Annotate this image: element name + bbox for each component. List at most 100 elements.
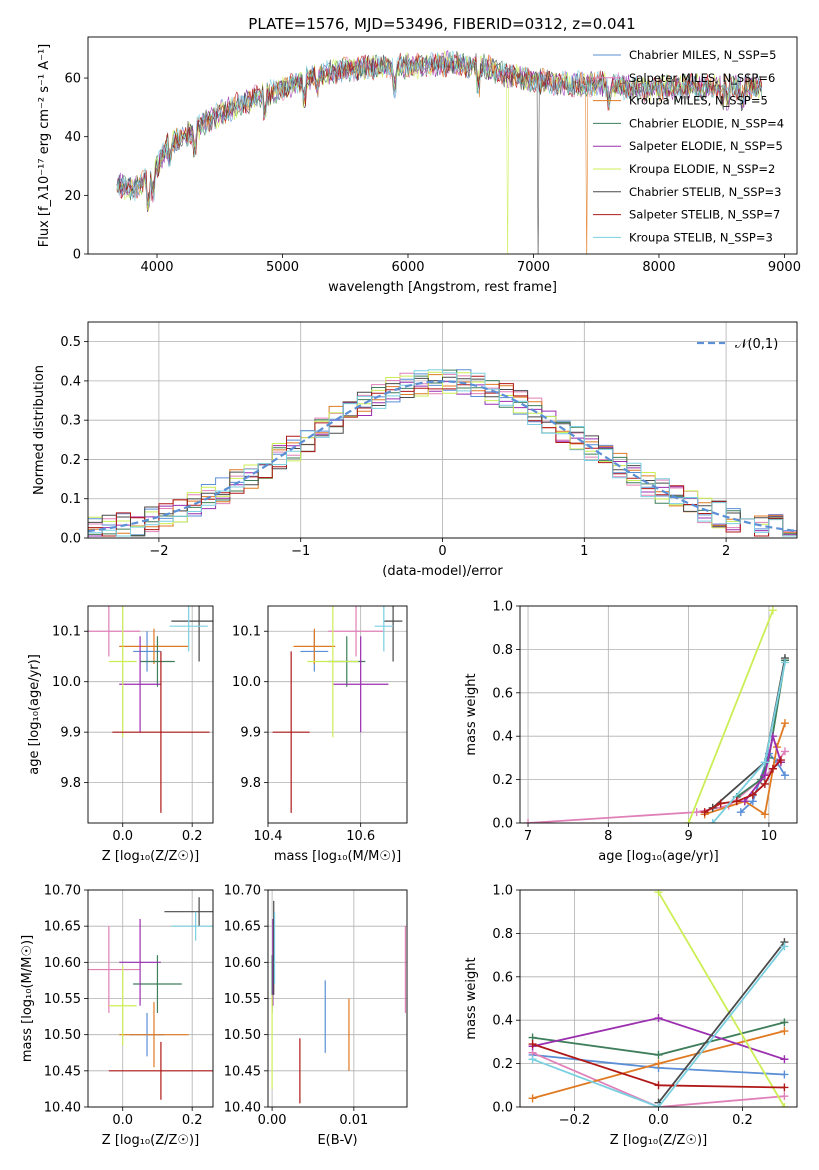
legend-label: Chabrier ELODIE, N_SSP=4 [629, 116, 784, 130]
spectrum-line [116, 50, 762, 205]
weight-marker [780, 1027, 789, 1036]
y-tick-label: 0.4 [60, 374, 81, 389]
y-tick-label: 10.40 [224, 1101, 261, 1116]
weight-marker [780, 1018, 789, 1027]
weight-marker [528, 1094, 537, 1103]
y-tick-label: 10.55 [44, 992, 81, 1007]
errorbar-point [293, 628, 336, 665]
weight-marker [780, 658, 789, 667]
weight-marker [768, 606, 777, 615]
weight-marker [654, 1081, 663, 1090]
y-tick-label: 10.55 [224, 992, 261, 1007]
weight-series [528, 1040, 789, 1092]
weight-marker [748, 790, 757, 799]
weight-series [528, 942, 789, 1107]
weight-line [687, 609, 774, 823]
weight-marker [654, 1059, 663, 1068]
errorbar-point [169, 606, 208, 652]
mass_vs_Z-points [88, 897, 213, 1100]
y-tick-label: 10.60 [224, 956, 261, 971]
y-tick-label: 0.0 [492, 1101, 513, 1116]
errorbar-point [88, 926, 141, 1013]
weight-marker [760, 810, 769, 819]
y-tick-label: 9.8 [240, 776, 261, 791]
legend-label: Kroupa STELIB, N_SSP=3 [629, 230, 773, 244]
weight-marker [654, 890, 663, 897]
y-tick-label: 60 [64, 72, 81, 87]
weight-marker [654, 1050, 663, 1059]
age_vs_mass-axes: 10.4 10.6 9.8 9.9 10.0 10.1 [232, 606, 407, 844]
y-tick-label: 10.60 [44, 956, 81, 971]
residuals-ylabel: Normed distribution [32, 365, 47, 495]
residuals-frame [87, 321, 798, 539]
weight-line [527, 750, 786, 823]
weight-marker [732, 797, 741, 806]
weight-marker [780, 1103, 789, 1107]
age_vs_Z-frame [87, 605, 214, 824]
y-tick-label: 10.1 [52, 625, 81, 640]
mass_vs_Z-xlabel: Z [log₁₀(Z/Z☉)] [102, 1133, 199, 1148]
y-tick-label: 0.0 [60, 532, 81, 547]
age_vs_Z-xlabel: Z [log₁₀(Z/Z☉)] [102, 849, 199, 864]
weight-marker [654, 1014, 663, 1023]
weight-marker [736, 808, 745, 817]
y-tick-label: 10.45 [224, 1064, 261, 1079]
weight_vs_Z-lines [528, 890, 789, 1107]
y-tick-label: 10.40 [44, 1101, 81, 1116]
x-tick-label: 0.00 [258, 1113, 287, 1128]
weight_vs_age-ylabel: mass weight [464, 673, 479, 755]
age_vs_mass-xlabel: mass [log₁₀(M/M☉)] [274, 849, 401, 864]
y-tick-label: 10.45 [44, 1064, 81, 1079]
weight_vs_age-axes: 7 8 9 10 0.0 0.2 0.4 0.6 0.8 1.0 [492, 600, 797, 844]
x-tick-label: 10.6 [346, 829, 375, 844]
weight-line [736, 660, 786, 798]
weight-line [532, 1051, 785, 1107]
errorbar-point [119, 1002, 189, 1068]
age_vs_mass-frame [267, 605, 408, 824]
mass_vs_Z-ylabel: mass [log₁₀(M/M☉)] [20, 935, 35, 1062]
y-tick-label: 10.70 [44, 884, 81, 899]
spectrum-legend: Chabrier MILES, N_SSP=5 Salpeter MILES, N… [593, 48, 784, 244]
y-tick-label: 0.5 [60, 335, 81, 350]
errorbar-point [374, 606, 394, 652]
x-tick-label: 10 [761, 829, 778, 844]
y-tick-label: 20 [64, 189, 81, 204]
y-tick-label: 0 [73, 248, 81, 263]
weight-marker [524, 819, 533, 823]
x-tick-label: 6000 [391, 260, 424, 275]
weight-marker [528, 1040, 537, 1049]
weight-marker [780, 1055, 789, 1064]
y-tick-label: 10.1 [232, 625, 261, 640]
y-tick-label: 10.50 [44, 1028, 81, 1043]
x-tick-label: 8000 [642, 260, 675, 275]
weight-marker [760, 771, 769, 780]
errorbar-point [112, 651, 210, 813]
weight_vs_age-lines [524, 606, 789, 823]
weight-line [744, 735, 782, 802]
spectrum-ylabel: Flux [f_λ10⁻¹⁷ erg cm⁻² s⁻¹ A⁻¹] [37, 44, 52, 248]
y-tick-label: 0.2 [60, 453, 81, 468]
weight-line [657, 941, 786, 1104]
legend-label: Chabrier STELIB, N_SSP=3 [629, 185, 781, 199]
weight-line [532, 945, 786, 1107]
y-tick-label: 0.2 [492, 773, 513, 788]
x-tick-label: 0.2 [182, 829, 203, 844]
x-tick-label: 0.0 [648, 1113, 669, 1128]
y-tick-label: 9.8 [60, 776, 81, 791]
weight-marker [684, 819, 693, 823]
errorbar-point [108, 606, 137, 738]
weight-series [654, 890, 789, 1107]
errorbar-point [119, 918, 161, 1006]
y-tick-label: 0.3 [60, 414, 81, 429]
errorbar-point [307, 606, 359, 738]
y-tick-label: 0.1 [60, 492, 81, 507]
weight-marker [780, 1092, 789, 1101]
weight_vs_Z-frame [519, 889, 798, 1108]
x-tick-label: 0 [438, 544, 446, 559]
errorbar-point [332, 636, 389, 733]
legend-label: Salpeter STELIB, N_SSP=7 [629, 208, 780, 222]
x-tick-label: 8 [604, 829, 612, 844]
weight-marker [780, 942, 789, 951]
y-tick-label: 10.0 [232, 675, 261, 690]
residual-histograms [88, 369, 797, 537]
